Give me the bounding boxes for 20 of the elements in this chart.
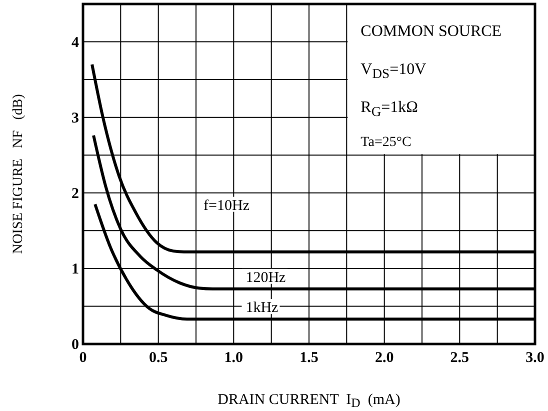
annotation: Ta=25°C xyxy=(360,135,412,150)
y-tick-label: 1 xyxy=(72,261,79,278)
y-axis-title: NOISE FIGURE NF (dB) xyxy=(11,94,26,254)
x-axis-title: DRAIN CURRENT I$_{D}$ (mA) xyxy=(218,392,400,410)
x-tick-label: 2.5 xyxy=(450,350,470,366)
y-tick-label: 2 xyxy=(72,186,79,202)
x-tick-label: 3.0 xyxy=(526,350,544,366)
y-tick-label: 3 xyxy=(72,110,79,126)
x-tick-label: 1.5 xyxy=(300,350,318,366)
series-label: 120Hz xyxy=(246,270,286,286)
series-label: 1kHz xyxy=(246,300,279,316)
y-tick-label: 0 xyxy=(72,337,79,353)
annotation: R$_{G}$=1kΩ xyxy=(360,99,418,118)
x-tick-label: 0.5 xyxy=(148,350,168,366)
annotation: COMMON SOURCE xyxy=(360,23,502,40)
text: f=10Hz xyxy=(204,198,250,214)
x-tick-label: 2.0 xyxy=(374,350,394,366)
y-tick-label: 4 xyxy=(72,34,80,51)
x-tick-label: 1.0 xyxy=(224,350,244,366)
annotation: V$_{DS}$=10V xyxy=(360,61,427,80)
